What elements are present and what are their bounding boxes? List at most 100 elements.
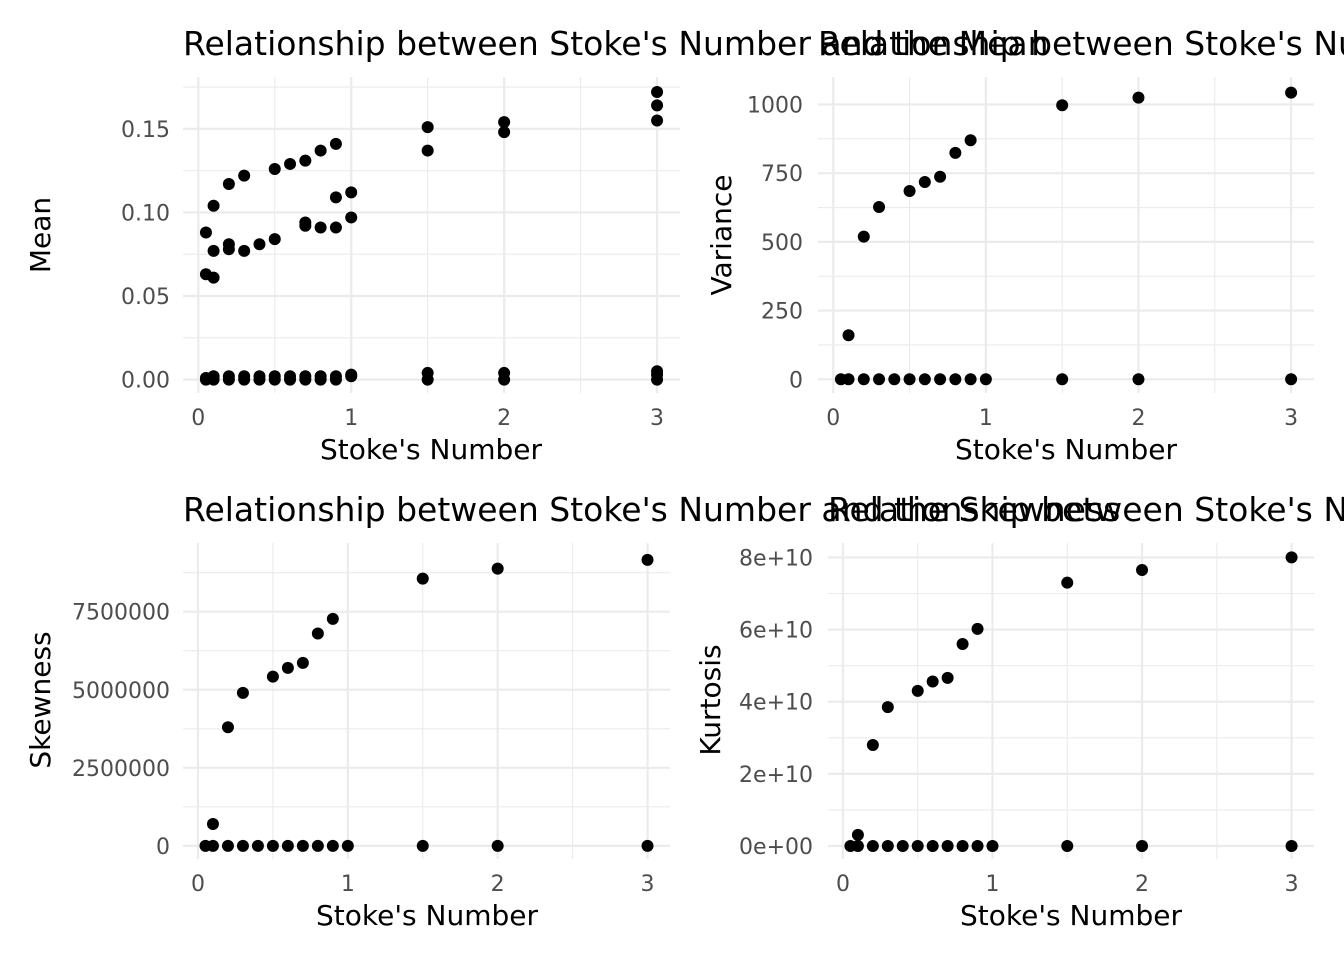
data-point xyxy=(491,839,504,852)
data-point xyxy=(881,840,894,853)
y-tick-label: 0.15 xyxy=(121,118,170,143)
y-axis-title: Mean xyxy=(24,197,57,273)
data-point xyxy=(842,373,855,386)
data-point xyxy=(314,144,327,157)
data-point xyxy=(918,175,931,188)
data-point xyxy=(345,370,358,383)
chart-title: Relationship between Stoke's Number and … xyxy=(818,24,1344,63)
data-point xyxy=(979,373,992,386)
data-point xyxy=(949,373,962,386)
data-point xyxy=(857,230,870,243)
x-tick-label: 0 xyxy=(836,872,850,897)
data-point xyxy=(1285,840,1298,853)
x-tick-label: 1 xyxy=(344,406,358,431)
data-point xyxy=(888,373,901,386)
data-point xyxy=(851,828,864,841)
data-point xyxy=(498,116,511,129)
y-tick-label: 250 xyxy=(761,300,803,325)
data-point xyxy=(1061,840,1074,853)
y-tick-label: 0 xyxy=(156,835,170,860)
chart-title: Relationship between Stoke's Number and … xyxy=(828,490,1344,529)
data-point xyxy=(284,157,297,170)
x-tick-label: 2 xyxy=(1131,406,1145,431)
x-tick-label: 1 xyxy=(341,872,355,897)
data-point xyxy=(918,373,931,386)
data-point xyxy=(851,840,864,853)
y-tick-label: 2500000 xyxy=(72,757,170,782)
data-point xyxy=(236,839,249,852)
data-point xyxy=(986,840,999,853)
data-point xyxy=(207,271,220,284)
panel-kurtosis: 0e+00 2e+10 4e+10 6e+10 8e+10 0 1 2 3 Stoke's Num… xyxy=(694,490,1344,932)
data-point xyxy=(903,185,916,198)
data-point xyxy=(253,373,266,386)
x-tick-label: 2 xyxy=(497,406,511,431)
y-tick-label: 0.00 xyxy=(121,369,170,394)
data-point xyxy=(311,839,324,852)
x-tick-label: 3 xyxy=(650,406,664,431)
panel-mean: 0.00 0.05 0.10 0.15 0 1 2 3 Stoke's Number Mean Re… xyxy=(24,24,1049,466)
data-point xyxy=(284,373,297,386)
data-point xyxy=(1056,99,1069,112)
data-point xyxy=(326,612,339,625)
y-tick-label: 8e+10 xyxy=(739,546,813,571)
data-point xyxy=(651,114,664,127)
data-point xyxy=(1136,564,1149,577)
y-tick-label: 0e+00 xyxy=(739,835,813,860)
y-tick-label: 0 xyxy=(789,368,803,393)
chart-title: Relationship between Stoke's Number and … xyxy=(183,490,1120,529)
data-point xyxy=(956,638,969,651)
data-point xyxy=(314,373,327,386)
data-point xyxy=(911,840,924,853)
y-tick-label: 5000000 xyxy=(72,679,170,704)
data-point xyxy=(651,99,664,112)
data-point xyxy=(268,373,281,386)
y-tick-label: 0.10 xyxy=(121,201,170,226)
data-point xyxy=(296,839,309,852)
data-point xyxy=(326,839,339,852)
data-point xyxy=(207,199,220,212)
x-axis-title: Stoke's Number xyxy=(320,433,542,466)
data-point xyxy=(1132,91,1145,104)
data-point xyxy=(926,840,939,853)
data-point xyxy=(941,671,954,684)
data-point xyxy=(1285,86,1298,99)
y-axis-title: Kurtosis xyxy=(694,644,727,755)
y-tick-label: 1000 xyxy=(747,93,803,118)
data-point xyxy=(1136,840,1149,853)
data-point xyxy=(421,121,434,134)
data-point xyxy=(421,144,434,157)
data-point xyxy=(222,373,235,386)
data-point xyxy=(416,839,429,852)
data-point xyxy=(207,244,220,257)
data-point xyxy=(896,840,909,853)
data-point xyxy=(299,154,312,167)
data-point xyxy=(1285,551,1298,564)
data-point xyxy=(926,675,939,688)
data-point xyxy=(238,169,251,182)
data-point xyxy=(206,818,219,831)
data-point xyxy=(842,329,855,342)
data-point xyxy=(299,219,312,232)
data-point xyxy=(281,839,294,852)
y-tick-label: 0.05 xyxy=(121,285,170,310)
data-point xyxy=(934,170,947,183)
panel-skewness: 0 2500000 5000000 7500000 0 1 2 3 Stoke's Number… xyxy=(24,490,1120,932)
y-tick-label: 7500000 xyxy=(72,601,170,626)
x-tick-label: 0 xyxy=(826,406,840,431)
data-point xyxy=(221,721,234,734)
data-point xyxy=(299,373,312,386)
data-point xyxy=(421,373,434,386)
panel-variance: 0 250 500 750 1000 0 1 2 3 Stoke's Number Variance… xyxy=(705,24,1344,466)
x-tick-label: 3 xyxy=(641,872,655,897)
data-point xyxy=(903,373,916,386)
data-point xyxy=(268,162,281,175)
x-tick-label: 3 xyxy=(1285,872,1299,897)
data-point xyxy=(238,244,251,257)
y-tick-label: 4e+10 xyxy=(739,691,813,716)
y-tick-label: 500 xyxy=(761,231,803,256)
data-point xyxy=(206,839,219,852)
data-point xyxy=(416,572,429,585)
data-point xyxy=(873,373,886,386)
data-point xyxy=(934,373,947,386)
